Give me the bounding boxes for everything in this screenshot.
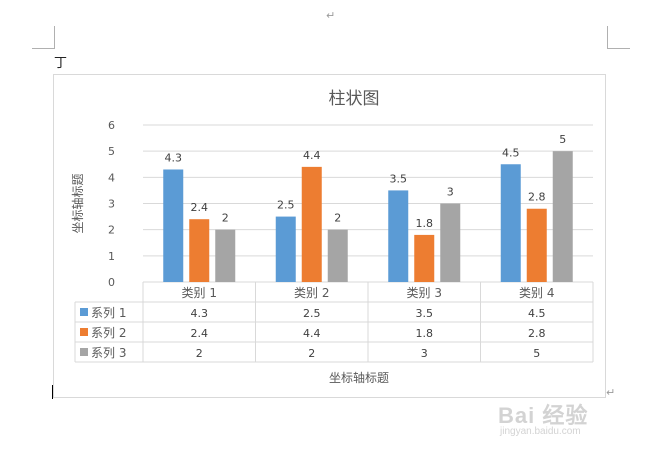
- data-label: 4.5: [502, 146, 520, 159]
- y-tick-label: 3: [108, 198, 115, 211]
- bar-chart: 柱状图 0 1 2 3 4 5 6 坐标轴标题 4.3 2.5 3.5 4.5 2.4 4.4 1.8 2.8 2…: [70, 89, 594, 385]
- legend-key-series-3: [80, 348, 88, 356]
- paragraph-mark-top: ↵: [326, 9, 336, 22]
- legend-label: 系列 3: [91, 346, 126, 360]
- data-table-cell: 4.3: [191, 307, 209, 320]
- data-table-cell: 2.5: [303, 307, 321, 320]
- y-tick-label: 5: [108, 145, 115, 158]
- data-table-cell: 2: [196, 347, 203, 360]
- data-label: 2.4: [191, 201, 209, 214]
- bar-series-3-category-3: [440, 203, 461, 282]
- data-table-cell: 4.5: [528, 307, 546, 320]
- bar-series-2-category-4: [526, 208, 547, 282]
- data-label: 4.4: [303, 149, 321, 162]
- legend-label: 系列 2: [91, 326, 126, 340]
- bar-series-1-category-4: [500, 164, 521, 282]
- y-axis-title: 坐标轴标题: [70, 173, 85, 233]
- bar-series-3-category-2: [327, 229, 348, 282]
- page-corner-top-right: [607, 26, 630, 49]
- watermark-url: jingyan.baidu.com: [500, 426, 581, 437]
- x-category-label: 类别 2: [294, 286, 329, 300]
- bar-series-3-category-1: [215, 229, 236, 282]
- data-table-cell: 5: [533, 347, 540, 360]
- bar-series-2-category-3: [414, 234, 435, 282]
- y-tick-label: 4: [108, 171, 115, 184]
- x-category-label: 类别 3: [407, 286, 442, 300]
- data-label: 1.8: [416, 217, 434, 230]
- data-label: 5: [559, 133, 566, 146]
- legend-key-series-1: [80, 308, 88, 316]
- watermark-brand: Bai 经验: [498, 403, 589, 428]
- x-axis-title: 坐标轴标题: [329, 370, 389, 385]
- data-label: 2: [222, 212, 229, 225]
- legend-key-series-2: [80, 328, 88, 336]
- y-tick-label: 6: [108, 119, 115, 132]
- x-category-label: 类别 1: [182, 286, 217, 300]
- bar-series-1-category-2: [275, 216, 296, 282]
- data-table-cell: 1.8: [416, 327, 434, 340]
- x-category-label: 类别 4: [519, 286, 554, 300]
- paragraph-mark-bottom: ↵: [606, 386, 616, 399]
- watermark: Bai 经验 jingyan.baidu.com: [498, 398, 618, 442]
- data-label: 3.5: [390, 172, 408, 185]
- data-table-cell: 2.8: [528, 327, 546, 340]
- data-label: 4.3: [165, 151, 183, 164]
- data-table-cell: 3.5: [416, 307, 434, 320]
- bar-series-1-category-1: [163, 169, 184, 282]
- y-tick-label: 2: [108, 224, 115, 237]
- y-tick-label: 1: [108, 250, 115, 263]
- bar-series-2-category-2: [301, 166, 322, 282]
- data-table-cell: 4.4: [303, 327, 321, 340]
- text-cursor-icon: 丁: [54, 56, 68, 71]
- data-table-cell: 2.4: [191, 327, 209, 340]
- chart-object[interactable]: 柱状图 0 1 2 3 4 5 6 坐标轴标题 4.3 2.5 3.5 4.5 2.4 4.4 1.8 2.8 2…: [53, 74, 606, 398]
- data-label: 2: [334, 212, 341, 225]
- bar-series-1-category-3: [388, 190, 409, 282]
- insertion-caret: [52, 385, 53, 399]
- data-label: 2.5: [277, 199, 295, 212]
- data-label: 2.8: [528, 191, 546, 204]
- bar-series-2-category-1: [189, 219, 210, 282]
- data-table-cell: 3: [421, 347, 428, 360]
- data-table-cell: 2: [308, 347, 315, 360]
- y-tick-label: 0: [108, 276, 115, 289]
- data-label: 3: [447, 186, 454, 199]
- legend-label: 系列 1: [91, 306, 126, 320]
- page-corner-top-left: [32, 26, 55, 49]
- bar-series-3-category-4: [552, 151, 573, 282]
- chart-title: 柱状图: [329, 89, 380, 109]
